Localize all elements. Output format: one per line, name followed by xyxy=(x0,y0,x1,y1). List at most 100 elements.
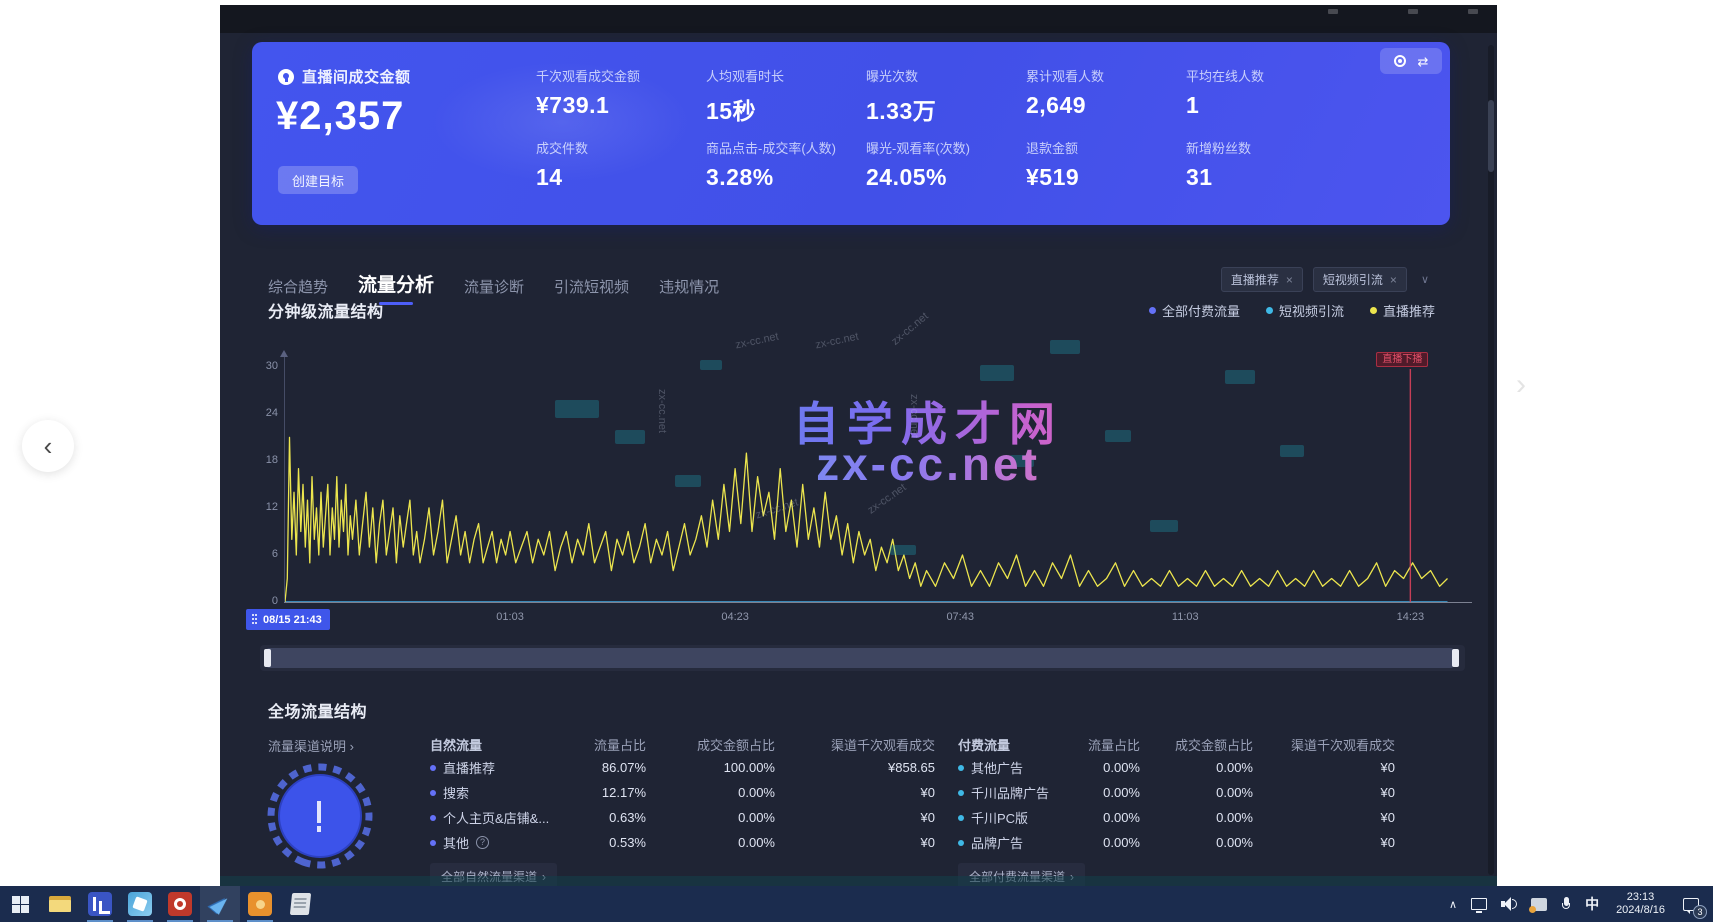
y-axis-tick: 0 xyxy=(271,595,278,607)
brush-handle-left[interactable] xyxy=(264,649,271,667)
artifact xyxy=(1150,520,1178,532)
artifact xyxy=(1050,340,1080,354)
tab[interactable]: 引流短视频 xyxy=(554,279,630,296)
table-row[interactable]: 千川品牌广告 0.00% 0.00% ¥0 xyxy=(958,780,1395,805)
traffic-donut-chart[interactable] xyxy=(262,753,378,873)
x-axis xyxy=(284,602,1472,603)
clock-date: 2024/8/16 xyxy=(1616,904,1665,916)
traffic-share: 0.63% xyxy=(609,810,646,825)
y-axis-arrow-icon xyxy=(280,350,288,357)
tab[interactable]: 违规情况 xyxy=(659,279,720,296)
channel-info-link[interactable]: 流量渠道说明 › xyxy=(268,739,354,754)
chevron-down-icon[interactable]: ∨ xyxy=(1420,274,1429,286)
watermark-site-name: 自学成才网 xyxy=(678,388,1178,454)
table-row[interactable]: 千川PC版 0.00% 0.00% ¥0 xyxy=(958,805,1395,830)
taskbar-clock[interactable]: 23:13 2024/8/16 xyxy=(1606,886,1675,922)
kpi-metric-label: 退款金额 xyxy=(1026,141,1079,156)
volume-tray-icon[interactable] xyxy=(1494,886,1524,922)
table-row[interactable]: 个人主页&店铺&... 0.63% 0.00% ¥0 xyxy=(430,805,935,830)
scrollbar-thumb[interactable] xyxy=(1488,100,1494,172)
gmv-share: 0.00% xyxy=(738,810,775,825)
tab[interactable]: 流量诊断 xyxy=(464,279,525,296)
y-axis-tick: 18 xyxy=(265,453,278,466)
kpi-metric-value: 31 xyxy=(1186,164,1213,190)
taskbar-app-5[interactable] xyxy=(240,886,280,922)
kpi-metric-value: 14 xyxy=(536,164,563,190)
channel-gpm: ¥0 xyxy=(920,835,935,850)
natural-traffic-table: 自然流量 流量占比 成交金额占比 渠道千次观看成交 直播推荐 86.07% 10… xyxy=(430,733,935,886)
ime-indicator[interactable]: 中 xyxy=(1585,896,1600,912)
taskbar-app-6[interactable] xyxy=(280,886,320,922)
tab[interactable]: 流量分析 xyxy=(358,270,434,305)
kpi-metric-label: 曝光-观看率(次数) xyxy=(866,141,970,156)
time-brush-window[interactable] xyxy=(267,648,1453,668)
gear-icon[interactable] xyxy=(1393,55,1406,67)
scrollbar[interactable] xyxy=(1488,45,1494,875)
gmv-share: 0.00% xyxy=(738,785,775,800)
network-tray-icon[interactable] xyxy=(1464,886,1494,922)
carousel-prev-button[interactable]: ‹ xyxy=(22,420,74,472)
microphone-tray-icon[interactable] xyxy=(1554,886,1578,922)
chart-legend: 全部付费流量 短视频引流 直播推荐 xyxy=(1148,301,1435,320)
table-row[interactable]: 搜索 12.17% 0.00% ¥0 xyxy=(430,780,935,805)
traffic-share: 0.53% xyxy=(609,835,646,850)
y-axis-tick: 12 xyxy=(265,500,278,513)
channel-dot-icon xyxy=(958,839,964,846)
red-ring-app-icon xyxy=(168,892,192,916)
taskbar-app-3[interactable] xyxy=(160,886,200,922)
filter-chip-label: 直播推荐 xyxy=(1230,273,1279,287)
channel-dot-icon xyxy=(430,839,436,846)
info-icon[interactable]: ? xyxy=(476,836,490,849)
taskbar-app-1[interactable] xyxy=(80,886,120,922)
carousel-next-button[interactable]: › xyxy=(1516,368,1526,401)
kpi-metric-label: 千次观看成交金额 xyxy=(536,69,641,84)
table-row[interactable]: 其他 ? 0.53% 0.00% ¥0 xyxy=(430,830,935,855)
channel-gpm: ¥0 xyxy=(1380,810,1395,825)
tab[interactable]: 综合趋势 xyxy=(268,279,329,296)
capture-tray-icon[interactable] xyxy=(1524,886,1554,922)
table-row[interactable]: 其他广告 0.00% 0.00% ¥0 xyxy=(958,755,1395,780)
create-goal-button[interactable]: 创建目标 xyxy=(278,166,359,194)
y-axis-tick: 24 xyxy=(265,406,278,419)
channel-name: 直播推荐 xyxy=(443,761,496,776)
x-axis-tick: 11:03 xyxy=(1171,611,1199,623)
kpi-summary-card: 直播间成交金额 ¥2,357 创建目标 ⇄ 千次观看成交金额 ¥739.1 人均… xyxy=(252,42,1450,225)
legend-item[interactable]: 短视频引流 xyxy=(1265,301,1344,320)
filter-chip-label: 短视频引流 xyxy=(1322,273,1383,287)
artifact xyxy=(890,545,916,555)
legend-item[interactable]: 全部付费流量 xyxy=(1148,301,1240,320)
swap-icon[interactable]: ⇄ xyxy=(1417,53,1429,69)
primary-metric-label: 直播间成交金额 xyxy=(302,69,411,86)
artifact xyxy=(700,360,722,370)
primary-metric-value: ¥2,357 xyxy=(276,94,405,138)
kpi-metric: 退款金额 ¥519 xyxy=(1026,136,1186,206)
windows-logo-icon xyxy=(11,895,29,913)
table-row[interactable]: 品牌广告 0.00% 0.00% ¥0 xyxy=(958,830,1395,855)
kpi-metric-label: 平均在线人数 xyxy=(1186,69,1265,84)
channel-dot-icon xyxy=(430,764,436,771)
clock-time: 23:13 xyxy=(1626,891,1655,903)
legend-dot-icon xyxy=(1265,307,1273,314)
y-axis xyxy=(284,357,285,602)
hidden-icons-chevron[interactable]: ∧ xyxy=(1449,898,1458,911)
close-icon[interactable]: × xyxy=(1285,272,1293,287)
table-row[interactable]: 直播推荐 86.07% 100.00% ¥858.65 xyxy=(430,755,935,780)
minute-flow-chart[interactable] xyxy=(285,359,1470,602)
taskbar-app-2[interactable] xyxy=(120,886,160,922)
legend-item[interactable]: 直播推荐 xyxy=(1369,301,1435,320)
watermark-small: zx-cc.net xyxy=(734,330,780,352)
card-glow xyxy=(432,62,692,182)
action-center-button[interactable]: 3 xyxy=(1675,886,1713,922)
start-button[interactable] xyxy=(0,886,40,922)
traffic-share: 86.07% xyxy=(601,760,646,775)
analytics-tabs: 综合趋势 流量分析 流量诊断 引流短视频 违规情况 xyxy=(268,270,719,305)
filter-chip[interactable]: 短视频引流 × xyxy=(1312,267,1407,292)
filter-chip[interactable]: 直播推荐 × xyxy=(1220,267,1303,292)
file-explorer-button[interactable] xyxy=(40,886,80,922)
close-icon[interactable]: × xyxy=(1389,272,1397,287)
taskbar-app-4-active[interactable] xyxy=(200,886,240,922)
brush-handle-right[interactable] xyxy=(1452,649,1459,667)
windows-taskbar: ∧ 中 23:13 2024/8/16 3 xyxy=(0,886,1713,922)
kpi-metric-label: 人均观看时长 xyxy=(706,69,785,84)
time-range-start-label[interactable]: 08/15 21:43 xyxy=(246,609,330,630)
